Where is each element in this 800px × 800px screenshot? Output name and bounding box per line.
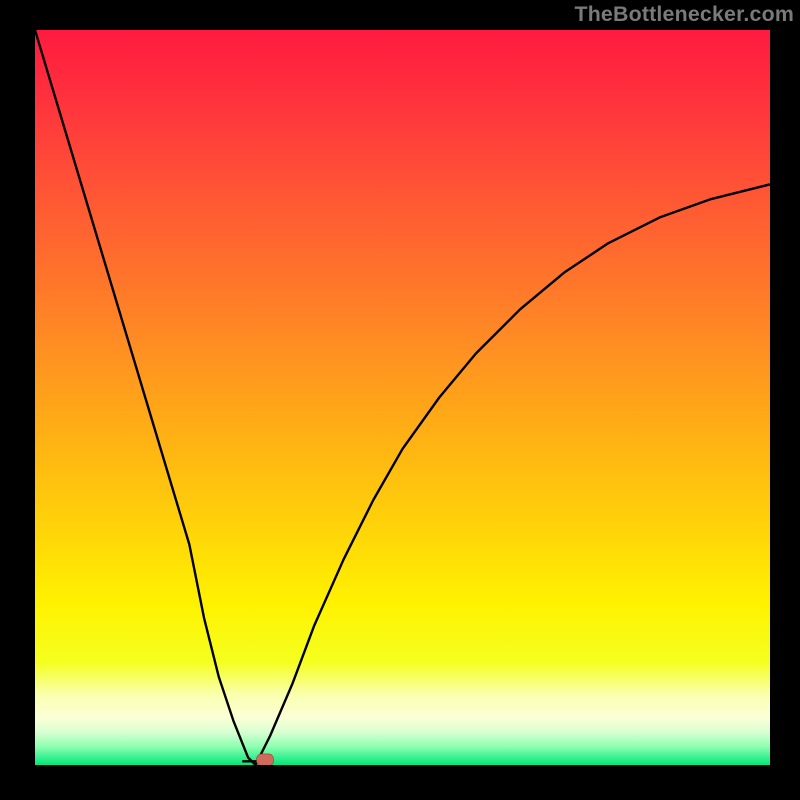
image-frame: TheBottlenecker.com	[0, 0, 800, 800]
marker-dot	[257, 754, 274, 766]
chart-svg	[0, 0, 800, 800]
watermark-text: TheBottlenecker.com	[574, 2, 794, 27]
